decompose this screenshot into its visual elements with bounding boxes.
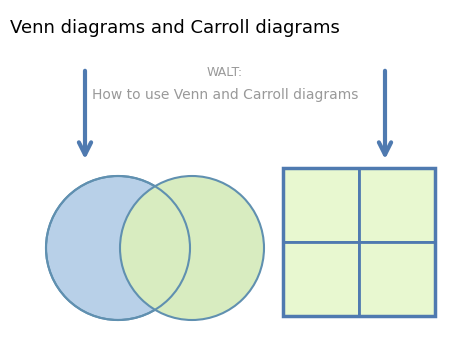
Bar xyxy=(359,168,435,242)
Ellipse shape xyxy=(120,176,264,320)
Text: WALT:: WALT: xyxy=(207,66,243,78)
Bar xyxy=(283,242,359,316)
Text: Venn diagrams and Carroll diagrams: Venn diagrams and Carroll diagrams xyxy=(10,19,340,37)
Bar xyxy=(283,168,359,242)
Text: How to use Venn and Carroll diagrams: How to use Venn and Carroll diagrams xyxy=(92,88,358,102)
Ellipse shape xyxy=(46,176,190,320)
Bar xyxy=(359,242,435,316)
Bar xyxy=(283,168,435,316)
